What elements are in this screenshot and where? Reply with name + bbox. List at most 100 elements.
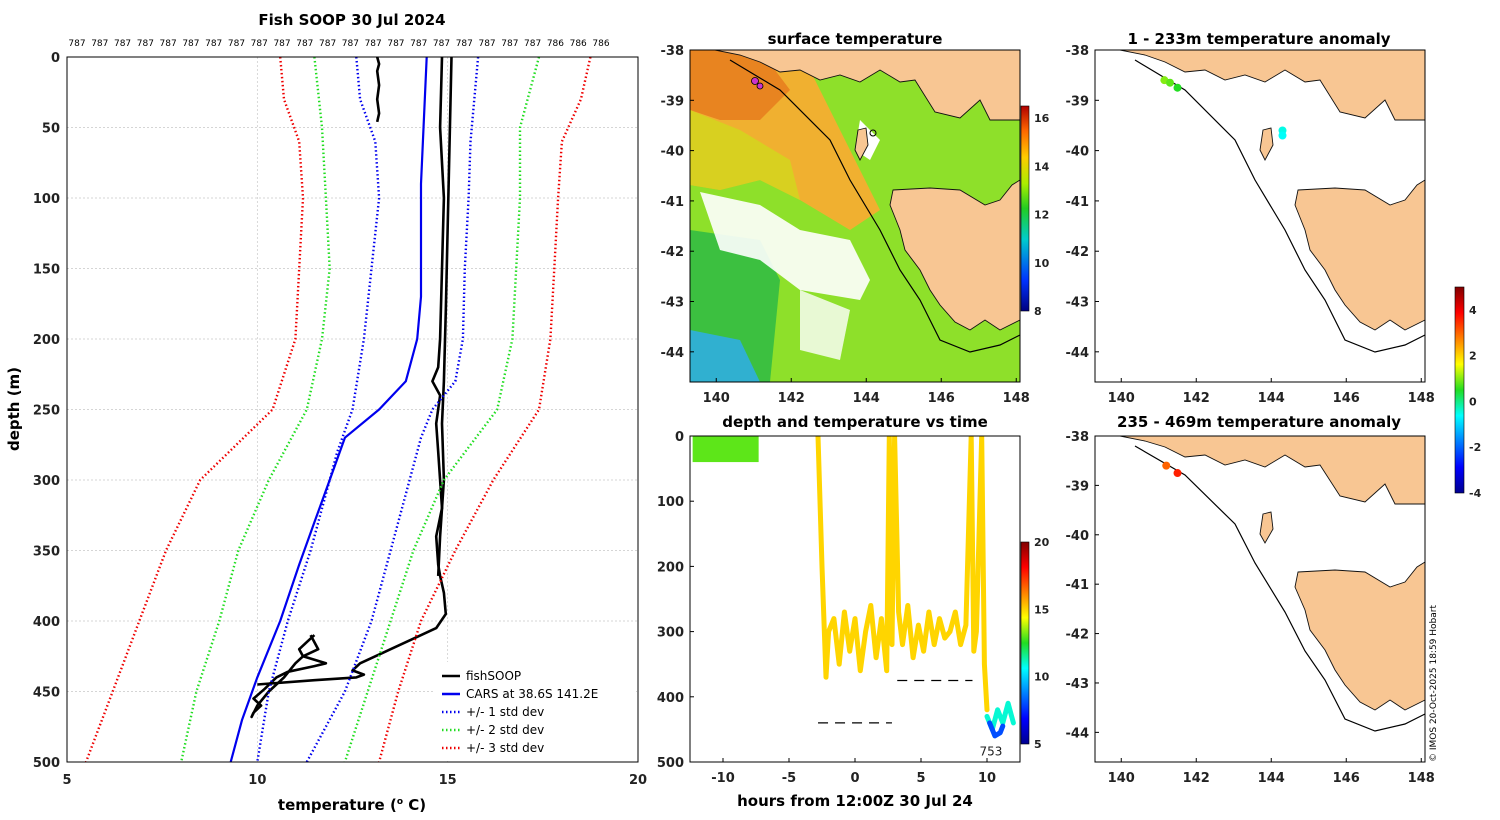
profile-ytick: 500 xyxy=(33,756,60,771)
anomaly-2-land-king-island xyxy=(1259,511,1274,544)
profile-top-label: 787 xyxy=(433,39,450,49)
time-ytick: 0 xyxy=(675,430,684,445)
sst-ytick: -41 xyxy=(661,195,685,210)
profile-top-label: 787 xyxy=(182,39,199,49)
sst-xtick: 142 xyxy=(778,391,805,406)
sst-ship-position-2 xyxy=(756,82,764,90)
sst-hot-area xyxy=(690,50,790,120)
anomaly-2-land xyxy=(1119,436,1425,711)
profile-series-line xyxy=(257,57,448,686)
profile-ytick: 50 xyxy=(42,122,60,137)
time-ytick: 200 xyxy=(657,560,684,575)
anomaly-2-xtick: 146 xyxy=(1333,771,1360,786)
anomaly-2-xtick: 140 xyxy=(1108,771,1135,786)
anomaly-1-ytick: -44 xyxy=(1066,346,1090,361)
sst-marker xyxy=(869,129,877,137)
anomaly-1-xtick: 140 xyxy=(1108,391,1135,406)
time-xtick: 0 xyxy=(850,771,859,786)
time-ytick: 500 xyxy=(657,756,684,771)
time-xtick: -10 xyxy=(711,771,735,786)
profile-top-label: 787 xyxy=(365,39,382,49)
time-colorbar-tick: 20 xyxy=(1034,536,1050,549)
anomaly-1-land-mainland xyxy=(1119,50,1425,121)
profile-top-label: 787 xyxy=(501,39,518,49)
time-xtick: -5 xyxy=(782,771,796,786)
anomaly-1-land-tasmania xyxy=(1294,179,1425,331)
profile-top-label: 787 xyxy=(273,39,290,49)
time-surface-block xyxy=(692,436,759,463)
anomaly-1-xtick: 142 xyxy=(1183,391,1210,406)
anomaly-2-land-tasmania xyxy=(1294,561,1425,711)
anomaly-1-point xyxy=(1278,131,1287,140)
time-series xyxy=(692,436,1016,739)
sst-colorbar-tick: 14 xyxy=(1034,160,1050,173)
sst-colorbar-ticks: 8 10 12 14 16 xyxy=(1034,112,1050,318)
profile-top-label: 787 xyxy=(91,39,108,49)
profile-top-label: 787 xyxy=(228,39,245,49)
anomaly-1-ytick: -42 xyxy=(1066,245,1090,260)
sst-frame xyxy=(689,49,1021,383)
sst-colorbar-tick: 16 xyxy=(1034,112,1050,125)
time-colorbar-ticks: 5 10 15 20 xyxy=(1034,536,1050,751)
anomaly-1-point xyxy=(1166,78,1174,87)
anomaly-2-ytick: -44 xyxy=(1066,726,1090,741)
profile-ytick: 200 xyxy=(33,333,60,348)
profile-ytick: 150 xyxy=(33,263,60,278)
profile-ytick: 450 xyxy=(33,686,60,701)
profile-top-label: 787 xyxy=(319,39,336,49)
anomaly-1-xtick: 146 xyxy=(1333,391,1360,406)
profile-series-line xyxy=(375,57,381,123)
profile-panel: Fish SOOP 30 Jul 2024 787 787 787 787 787 787… xyxy=(5,11,647,814)
profile-lines xyxy=(84,57,592,762)
sst-colorbar-tick: 12 xyxy=(1034,209,1049,222)
sst-ticks: 140 142 144 146 148 -38 -39 -40 -41 -42 -43 -44 xyxy=(661,44,1030,406)
profile-top-label: 786 xyxy=(547,39,564,49)
anomaly-1-ticks: 140 142 144 146 148 -38 -39 -40 -41 -42 -43 -44 xyxy=(1066,44,1435,406)
anomaly-2-ytick: -38 xyxy=(1066,430,1090,445)
profile-series-line xyxy=(256,57,381,762)
sst-ytick: -39 xyxy=(661,94,685,109)
profile-top-labels: 787 787 787 787 787 787 787 787 787 787 787 787 787 7… xyxy=(68,39,609,49)
profile-top-label: 787 xyxy=(137,39,154,49)
anomaly-1-ytick: -40 xyxy=(1066,145,1090,160)
profile-xlabel: temperature (o C) xyxy=(278,796,426,814)
sst-colorbar xyxy=(1020,105,1030,312)
anomaly-2-map xyxy=(1119,436,1425,732)
anomaly-colorbar-tick: -4 xyxy=(1469,487,1482,500)
profile-series-line xyxy=(229,57,428,762)
credit-text: © IMOS 20-Oct-2025 18:59 Hobart xyxy=(1429,605,1439,762)
anomaly-2-point xyxy=(1162,461,1171,470)
sst-ytick: -38 xyxy=(661,44,685,59)
sst-cold-area xyxy=(690,330,760,382)
profile-title: Fish SOOP 30 Jul 2024 xyxy=(258,11,445,29)
profile-ytick: 300 xyxy=(33,474,60,489)
profile-xtick: 15 xyxy=(439,773,457,788)
sst-shelf-contour xyxy=(729,59,1020,353)
anomaly-1-ytick: -43 xyxy=(1066,296,1090,311)
sst-xtick: 146 xyxy=(928,391,955,406)
anomaly-2-ytick: -42 xyxy=(1066,628,1090,643)
sst-land-mainland xyxy=(714,50,1020,121)
anomaly-colorbar-ticks: -4 -2 0 2 4 xyxy=(1469,304,1482,500)
time-colorbar-tick: 15 xyxy=(1034,603,1049,616)
anomaly-2-ticks: 140 142 144 146 148 -38 -39 -40 -41 -42 -43 -44 xyxy=(1066,430,1435,786)
profile-frame xyxy=(66,56,639,763)
sst-mid-area xyxy=(690,110,800,200)
profile-ytick: 350 xyxy=(33,545,60,560)
time-title: depth and temperature vs time xyxy=(722,413,988,431)
legend-std1: +/- 1 std dev xyxy=(466,705,544,719)
time-colorbar xyxy=(1020,541,1030,745)
profile-ylabel: depth (m) xyxy=(5,367,23,451)
anomaly-1-title: 1 - 233m temperature anomaly xyxy=(1127,30,1390,48)
surface-temperature-panel: surface temperature 140 142 144 146 148-38-3… xyxy=(661,30,1050,406)
profile-top-label: 787 xyxy=(296,39,313,49)
anomaly-1-ytick: -38 xyxy=(1066,44,1090,59)
anomaly-2-frame xyxy=(1094,435,1426,763)
time-xtick: 10 xyxy=(978,771,996,786)
anomaly-1-land-king-island xyxy=(1259,127,1274,161)
profile-xtick: 10 xyxy=(248,773,266,788)
profile-top-label: 786 xyxy=(592,39,609,49)
anomaly-2-ytick: -40 xyxy=(1066,529,1090,544)
